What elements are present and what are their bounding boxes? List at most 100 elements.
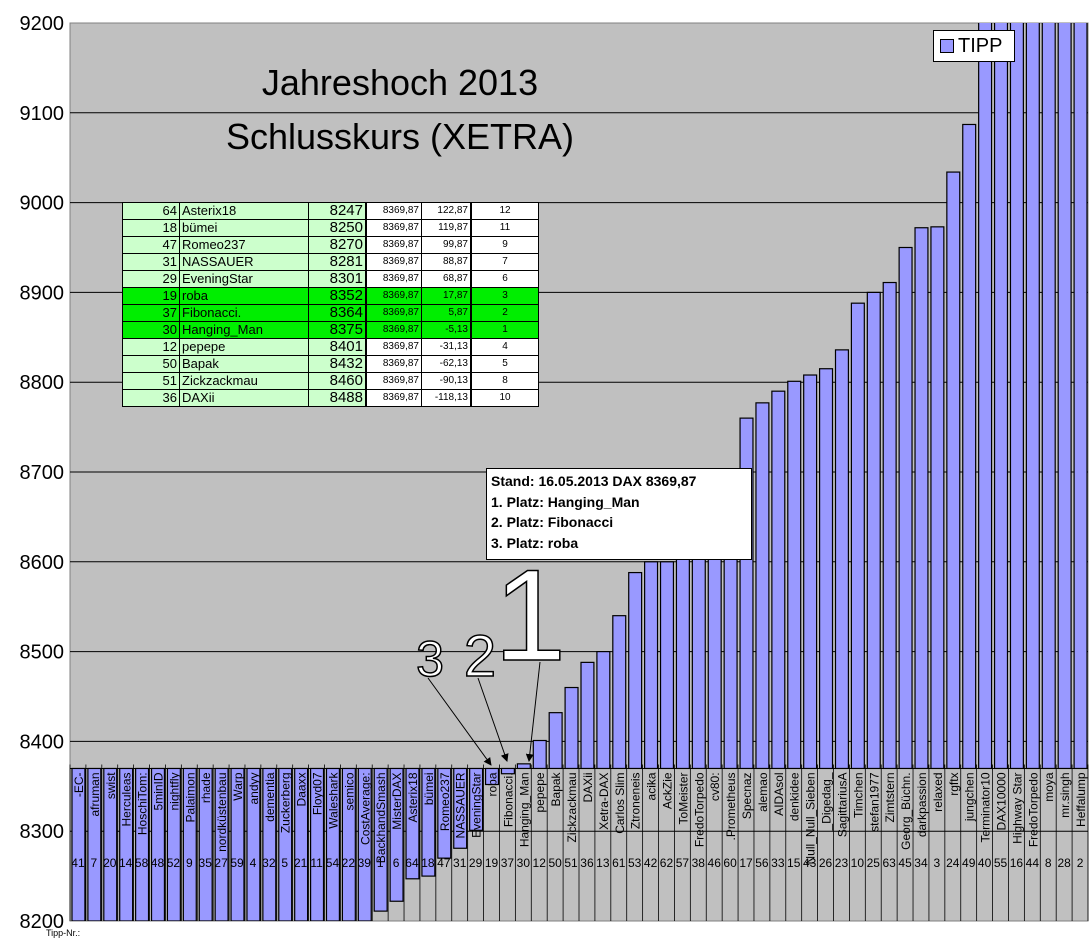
bar <box>993 23 1009 770</box>
category-label: dementia <box>263 772 277 822</box>
category-label: FredoTorpedo <box>1026 772 1040 847</box>
tipp-nr-label: 44 <box>1026 856 1040 870</box>
tipp-nr-label: 35 <box>199 856 213 870</box>
cell-nr: 12 <box>122 338 180 356</box>
tipp-nr-label: 27 <box>214 856 228 870</box>
cell-rank: 9 <box>470 236 539 254</box>
cell-dax: 8369,87 <box>365 270 422 288</box>
tipp-nr-label: 52 <box>167 856 181 870</box>
bars <box>71 23 1088 921</box>
legend-swatch-tipp <box>940 39 954 53</box>
category-label: Heffalump <box>1074 772 1088 827</box>
tipp-nr-label: 16 <box>1010 856 1024 870</box>
category-label: Floyd07 <box>311 772 325 815</box>
cell-name: Fibonacci. <box>179 304 309 322</box>
ranking-table: 64 Asterix18 8247 8369,87 122,87 12 18 bümei 825… <box>122 202 539 407</box>
y-tick-label: 8400 <box>20 731 65 753</box>
category-label: Zickzackmau <box>565 772 579 842</box>
table-row: 19 roba 8352 8369,87 17,87 3 <box>122 287 539 305</box>
tipp-nr-label: 12 <box>533 856 547 870</box>
tipp-nr-label: 6 <box>393 856 400 870</box>
table-row: 47 Romeo237 8270 8369,87 99,87 9 <box>122 236 539 254</box>
tipp-nr-label: 48 <box>151 856 165 870</box>
bar <box>1009 23 1024 770</box>
category-label: afruman <box>88 772 102 816</box>
cell-dax: 8369,87 <box>365 304 422 322</box>
cell-rank: 4 <box>470 338 539 356</box>
bar <box>1057 23 1072 770</box>
cell-tipp: 8301 <box>308 270 367 288</box>
y-tick-label: 8600 <box>20 552 65 574</box>
cell-name: EveningStar <box>179 270 309 288</box>
category-label: Bapak <box>549 771 563 806</box>
y-tick-label: 8200 <box>20 911 65 933</box>
cell-rank: 3 <box>470 287 539 305</box>
y-tick-label: 9200 <box>20 13 65 35</box>
category-label: rhade <box>199 772 213 803</box>
cell-rank: 10 <box>470 389 539 407</box>
bar <box>755 402 770 770</box>
cell-rank: 5 <box>470 355 539 373</box>
status-annotation: Stand: 16.05.2013 DAX 8369,87 1. Platz: … <box>486 468 752 560</box>
category-label: DAX10000 <box>995 772 1009 830</box>
category-label: Highway Star <box>1010 772 1024 843</box>
bar <box>930 226 945 770</box>
category-label: Daaxx <box>295 772 309 806</box>
tipp-nr-label: 26 <box>819 856 833 870</box>
tipp-nr-label: 3 <box>934 856 941 870</box>
bar <box>628 571 643 770</box>
cell-nr: 64 <box>122 202 180 220</box>
category-label: Asterix18 <box>406 772 420 822</box>
tipp-nr-label: 59 <box>230 856 244 870</box>
y-tick-label: 8900 <box>20 282 65 304</box>
category-label: mr.singh <box>1058 772 1072 817</box>
arrow <box>427 677 492 766</box>
bar <box>866 291 881 770</box>
tipp-nr-label: 24 <box>946 856 960 870</box>
bar <box>1041 23 1056 770</box>
tipp-nr-label: 30 <box>517 856 531 870</box>
cell-nr: 31 <box>122 253 180 271</box>
bar <box>787 380 802 770</box>
bar <box>580 661 595 770</box>
bar <box>707 543 722 770</box>
cell-diff: 119,87 <box>421 219 472 237</box>
category-label: andyy <box>247 772 261 804</box>
tipp-nr-label: 2 <box>1077 856 1084 870</box>
category-label: _Digedag_ <box>820 772 834 831</box>
bar <box>914 227 929 770</box>
cell-tipp: 8281 <box>308 253 367 271</box>
arrow <box>477 677 509 762</box>
cell-diff: -62,13 <box>421 355 472 373</box>
cell-tipp: 8250 <box>308 219 367 237</box>
x-axis-label: Tipp-Nr.: <box>46 928 80 938</box>
tipp-nr-label: 36 <box>580 856 594 870</box>
cell-dax: 8369,87 <box>365 338 422 356</box>
tipp-nr-label: 34 <box>914 856 928 870</box>
category-label: Ztroneneis <box>629 772 643 829</box>
tipp-nr-label: 39 <box>358 856 372 870</box>
tipp-nr-label: 64 <box>405 856 419 870</box>
category-label: semico <box>342 772 356 810</box>
tipp-nr-label: 41 <box>71 856 85 870</box>
cell-rank: 12 <box>470 202 539 220</box>
tipp-nr-label: 45 <box>898 856 912 870</box>
tipp-nr-label: 10 <box>851 856 865 870</box>
table-row: 50 Bapak 8432 8369,87 -62,13 5 <box>122 355 539 373</box>
cell-diff: 5,87 <box>421 304 472 322</box>
category-label: Romeo237 <box>438 772 452 831</box>
cell-name: Hanging_Man <box>179 321 309 339</box>
cell-diff: -5,13 <box>421 321 472 339</box>
tipp-nr-label: 58 <box>135 856 149 870</box>
bar <box>834 349 850 770</box>
annotation-line: 1. Platz: Hanging_Man <box>491 493 640 510</box>
bar <box>803 374 818 770</box>
category-label: BackhandSmash <box>374 772 388 863</box>
category-label: 5minID <box>151 772 165 810</box>
cell-dax: 8369,87 <box>365 236 422 254</box>
cell-diff: 122,87 <box>421 202 472 220</box>
cell-dax: 8369,87 <box>365 202 422 220</box>
podium-mark-2: 2 <box>464 624 496 689</box>
cell-name: DAXii <box>179 389 309 407</box>
